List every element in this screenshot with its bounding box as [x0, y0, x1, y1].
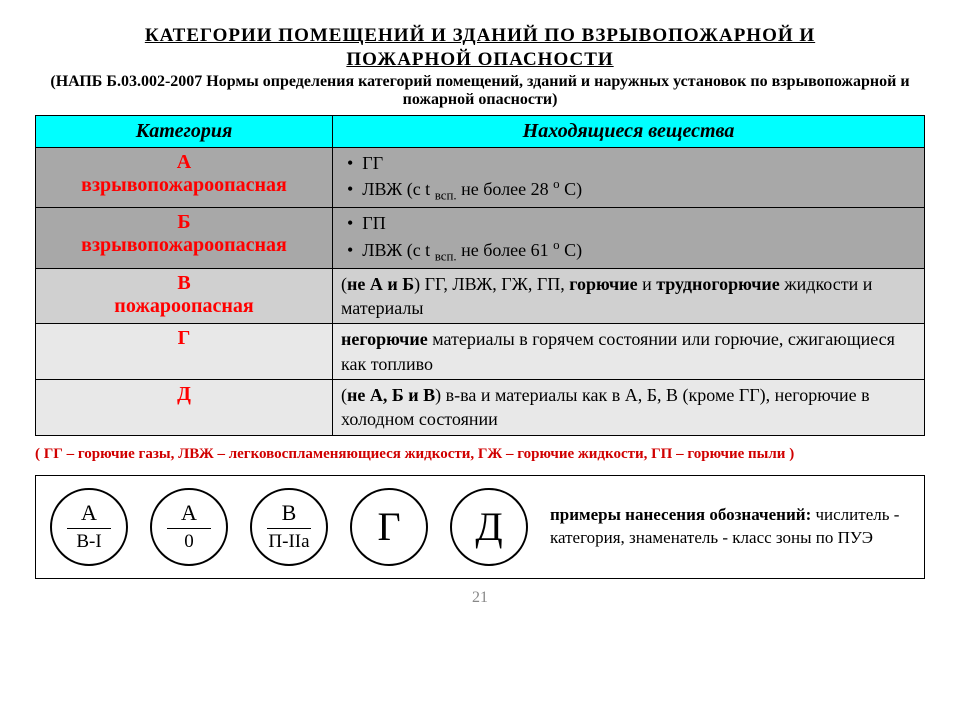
- page-title-line1: КАТЕГОРИИ ПОМЕЩЕНИЙ И ЗДАНИЙ ПО ВЗРЫВОПО…: [35, 25, 925, 47]
- table-row: Бвзрывопожароопасная• ГП• ЛВЖ (с t всп. …: [36, 208, 925, 268]
- fraction-line: [167, 528, 211, 529]
- category-name: Д: [36, 379, 333, 435]
- category-name: Бвзрывопожароопасная: [36, 208, 333, 268]
- category-substances: негорючие материалы в горячем состоянии …: [333, 324, 925, 380]
- category-substances: • ГП• ЛВЖ (с t всп. не более 61 о С): [333, 208, 925, 268]
- category-name: Впожароопасная: [36, 268, 333, 324]
- category-name: Г: [36, 324, 333, 380]
- table-row: Д(не А, Б и В) в-ва и материалы как в А,…: [36, 379, 925, 435]
- examples-label: примеры нанесения обозначений:: [550, 505, 811, 524]
- page-title-line2: ПОЖАРНОЙ ОПАСНОСТИ: [35, 49, 925, 71]
- examples-box: АB-IА0ВП-IIаГД примеры нанесения обознач…: [35, 475, 925, 579]
- marking-circle: В П-IIа: [250, 488, 328, 566]
- circle-numerator: В: [282, 502, 297, 526]
- table-row: Авзрывопожароопасная• ГГ• ЛВЖ (с t всп. …: [36, 148, 925, 208]
- examples-caption: примеры нанесения обозначений: числитель…: [550, 504, 910, 548]
- circle-numerator: А: [81, 502, 97, 526]
- circle-denominator: B-I: [76, 531, 101, 551]
- table-row: Впожароопасная(не А и Б) ГГ, ЛВЖ, ГЖ, ГП…: [36, 268, 925, 324]
- abbreviation-legend: ( ГГ – горючие газы, ЛВЖ – легковоспламе…: [35, 446, 925, 463]
- marking-circle: Д: [450, 488, 528, 566]
- col-header-substances: Находящиеся вещества: [333, 116, 925, 148]
- category-substances: (не А, Б и В) в-ва и материалы как в А, …: [333, 379, 925, 435]
- marking-circle: А0: [150, 488, 228, 566]
- col-header-category: Категория: [36, 116, 333, 148]
- page-subtitle: (НАПБ Б.03.002-2007 Нормы определения ка…: [35, 73, 925, 109]
- table-row: Гнегорючие материалы в горячем состоянии…: [36, 324, 925, 380]
- circle-denominator: П-IIа: [268, 531, 309, 551]
- fraction-line: [267, 528, 311, 529]
- marking-circle: Г: [350, 488, 428, 566]
- category-name: Авзрывопожароопасная: [36, 148, 333, 208]
- category-substances: (не А и Б) ГГ, ЛВЖ, ГЖ, ГП, горючие и тр…: [333, 268, 925, 324]
- fraction-line: [67, 528, 111, 529]
- marking-circle: А B-I: [50, 488, 128, 566]
- circle-denominator: 0: [184, 531, 194, 551]
- categories-table: Категория Находящиеся вещества Авзрывопо…: [35, 115, 925, 436]
- circle-numerator: А: [181, 502, 197, 526]
- category-substances: • ГГ• ЛВЖ (с t всп. не более 28 о С): [333, 148, 925, 208]
- page-number: 21: [35, 589, 925, 607]
